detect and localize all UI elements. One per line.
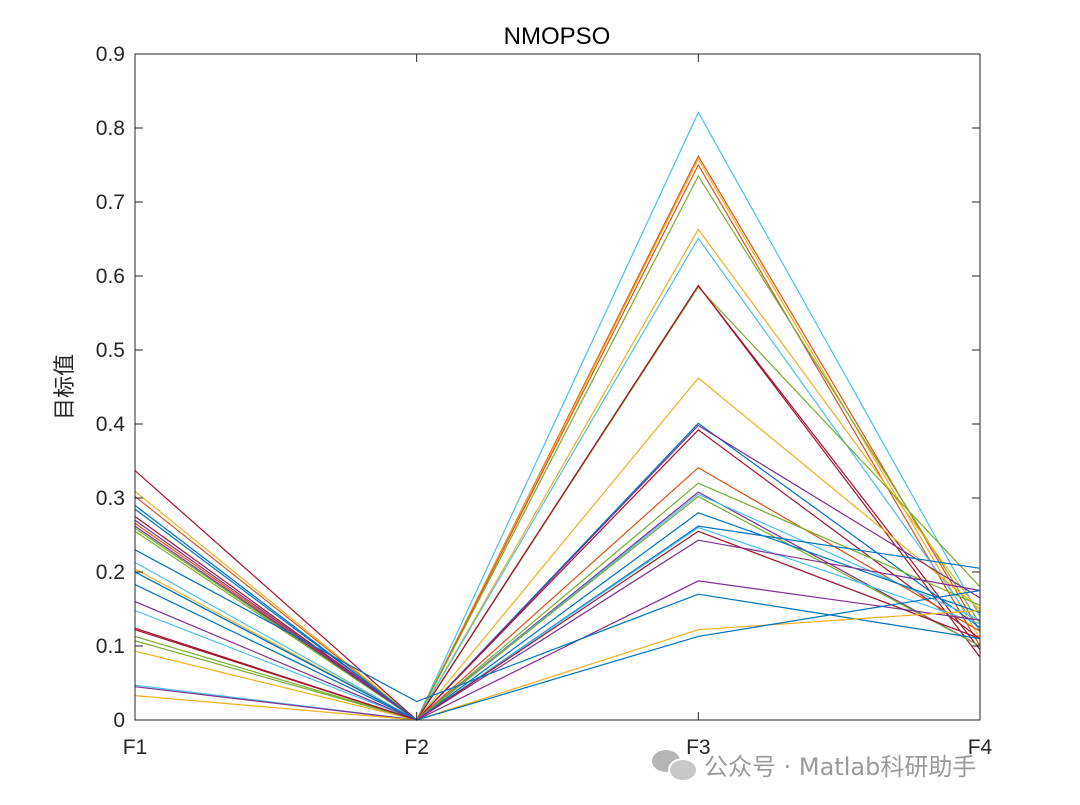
y-axis-ticks: 0 0.1 0.2 0.3 0.4 0.5 0.6 0.7 0.8 0.9: [96, 43, 980, 732]
y-tick-label: 0.9: [96, 43, 125, 66]
series-line-4: [134, 163, 981, 721]
y-tick-label: 0.3: [96, 487, 125, 510]
series-line-25: [134, 580, 981, 721]
series-line-18: [134, 493, 981, 721]
series-line-21: [134, 508, 981, 721]
series-line-1: [134, 111, 981, 721]
y-tick-label: 0.6: [96, 265, 125, 288]
axes-box: [134, 53, 981, 721]
chart-title: NMOPSO: [504, 23, 611, 50]
series-line-17: [134, 491, 981, 721]
series-line-10: [134, 284, 981, 721]
plot-lines: [134, 111, 981, 721]
series-line-2: [134, 154, 981, 721]
series-line-19: [134, 495, 981, 721]
series-line-26: [134, 549, 981, 703]
series-line-16: [134, 482, 981, 721]
x-tick-label: F4: [968, 736, 993, 759]
series-line-12: [134, 422, 981, 721]
x-axis-ticks: F1 F2 F3 F4: [123, 54, 993, 759]
series-line-6: [134, 228, 981, 721]
series-line-24: [134, 525, 981, 721]
series-line-23: [134, 530, 981, 721]
x-tick-label: F1: [123, 736, 148, 759]
y-tick-label: 0.1: [96, 635, 125, 658]
y-tick-label: 0: [113, 709, 125, 732]
series-line-27: [134, 609, 981, 721]
x-tick-label: F2: [404, 736, 429, 759]
series-line-14: [134, 429, 981, 721]
series-line-11: [134, 377, 981, 721]
x-tick-label: F3: [686, 736, 711, 759]
y-tick-label: 0.4: [96, 413, 126, 436]
series-line-20: [134, 512, 981, 721]
y-tick-label: 0.2: [96, 561, 125, 584]
series-line-28: [134, 571, 981, 721]
y-tick-label: 0.7: [96, 191, 125, 214]
series-line-5: [134, 174, 981, 721]
series-line-13: [134, 424, 981, 721]
y-tick-label: 0.5: [96, 339, 125, 362]
series-line-22: [134, 526, 981, 721]
series-line-7: [134, 237, 981, 721]
y-axis-label: 目标值: [53, 354, 78, 420]
axes-frame: [134, 53, 981, 721]
y-tick-label: 0.8: [96, 117, 125, 140]
watermark: 公众号 · Matlab科研助手: [652, 746, 976, 782]
watermark-text: 公众号 · Matlab科研助手: [704, 752, 977, 781]
wechat-icon: [652, 748, 698, 782]
